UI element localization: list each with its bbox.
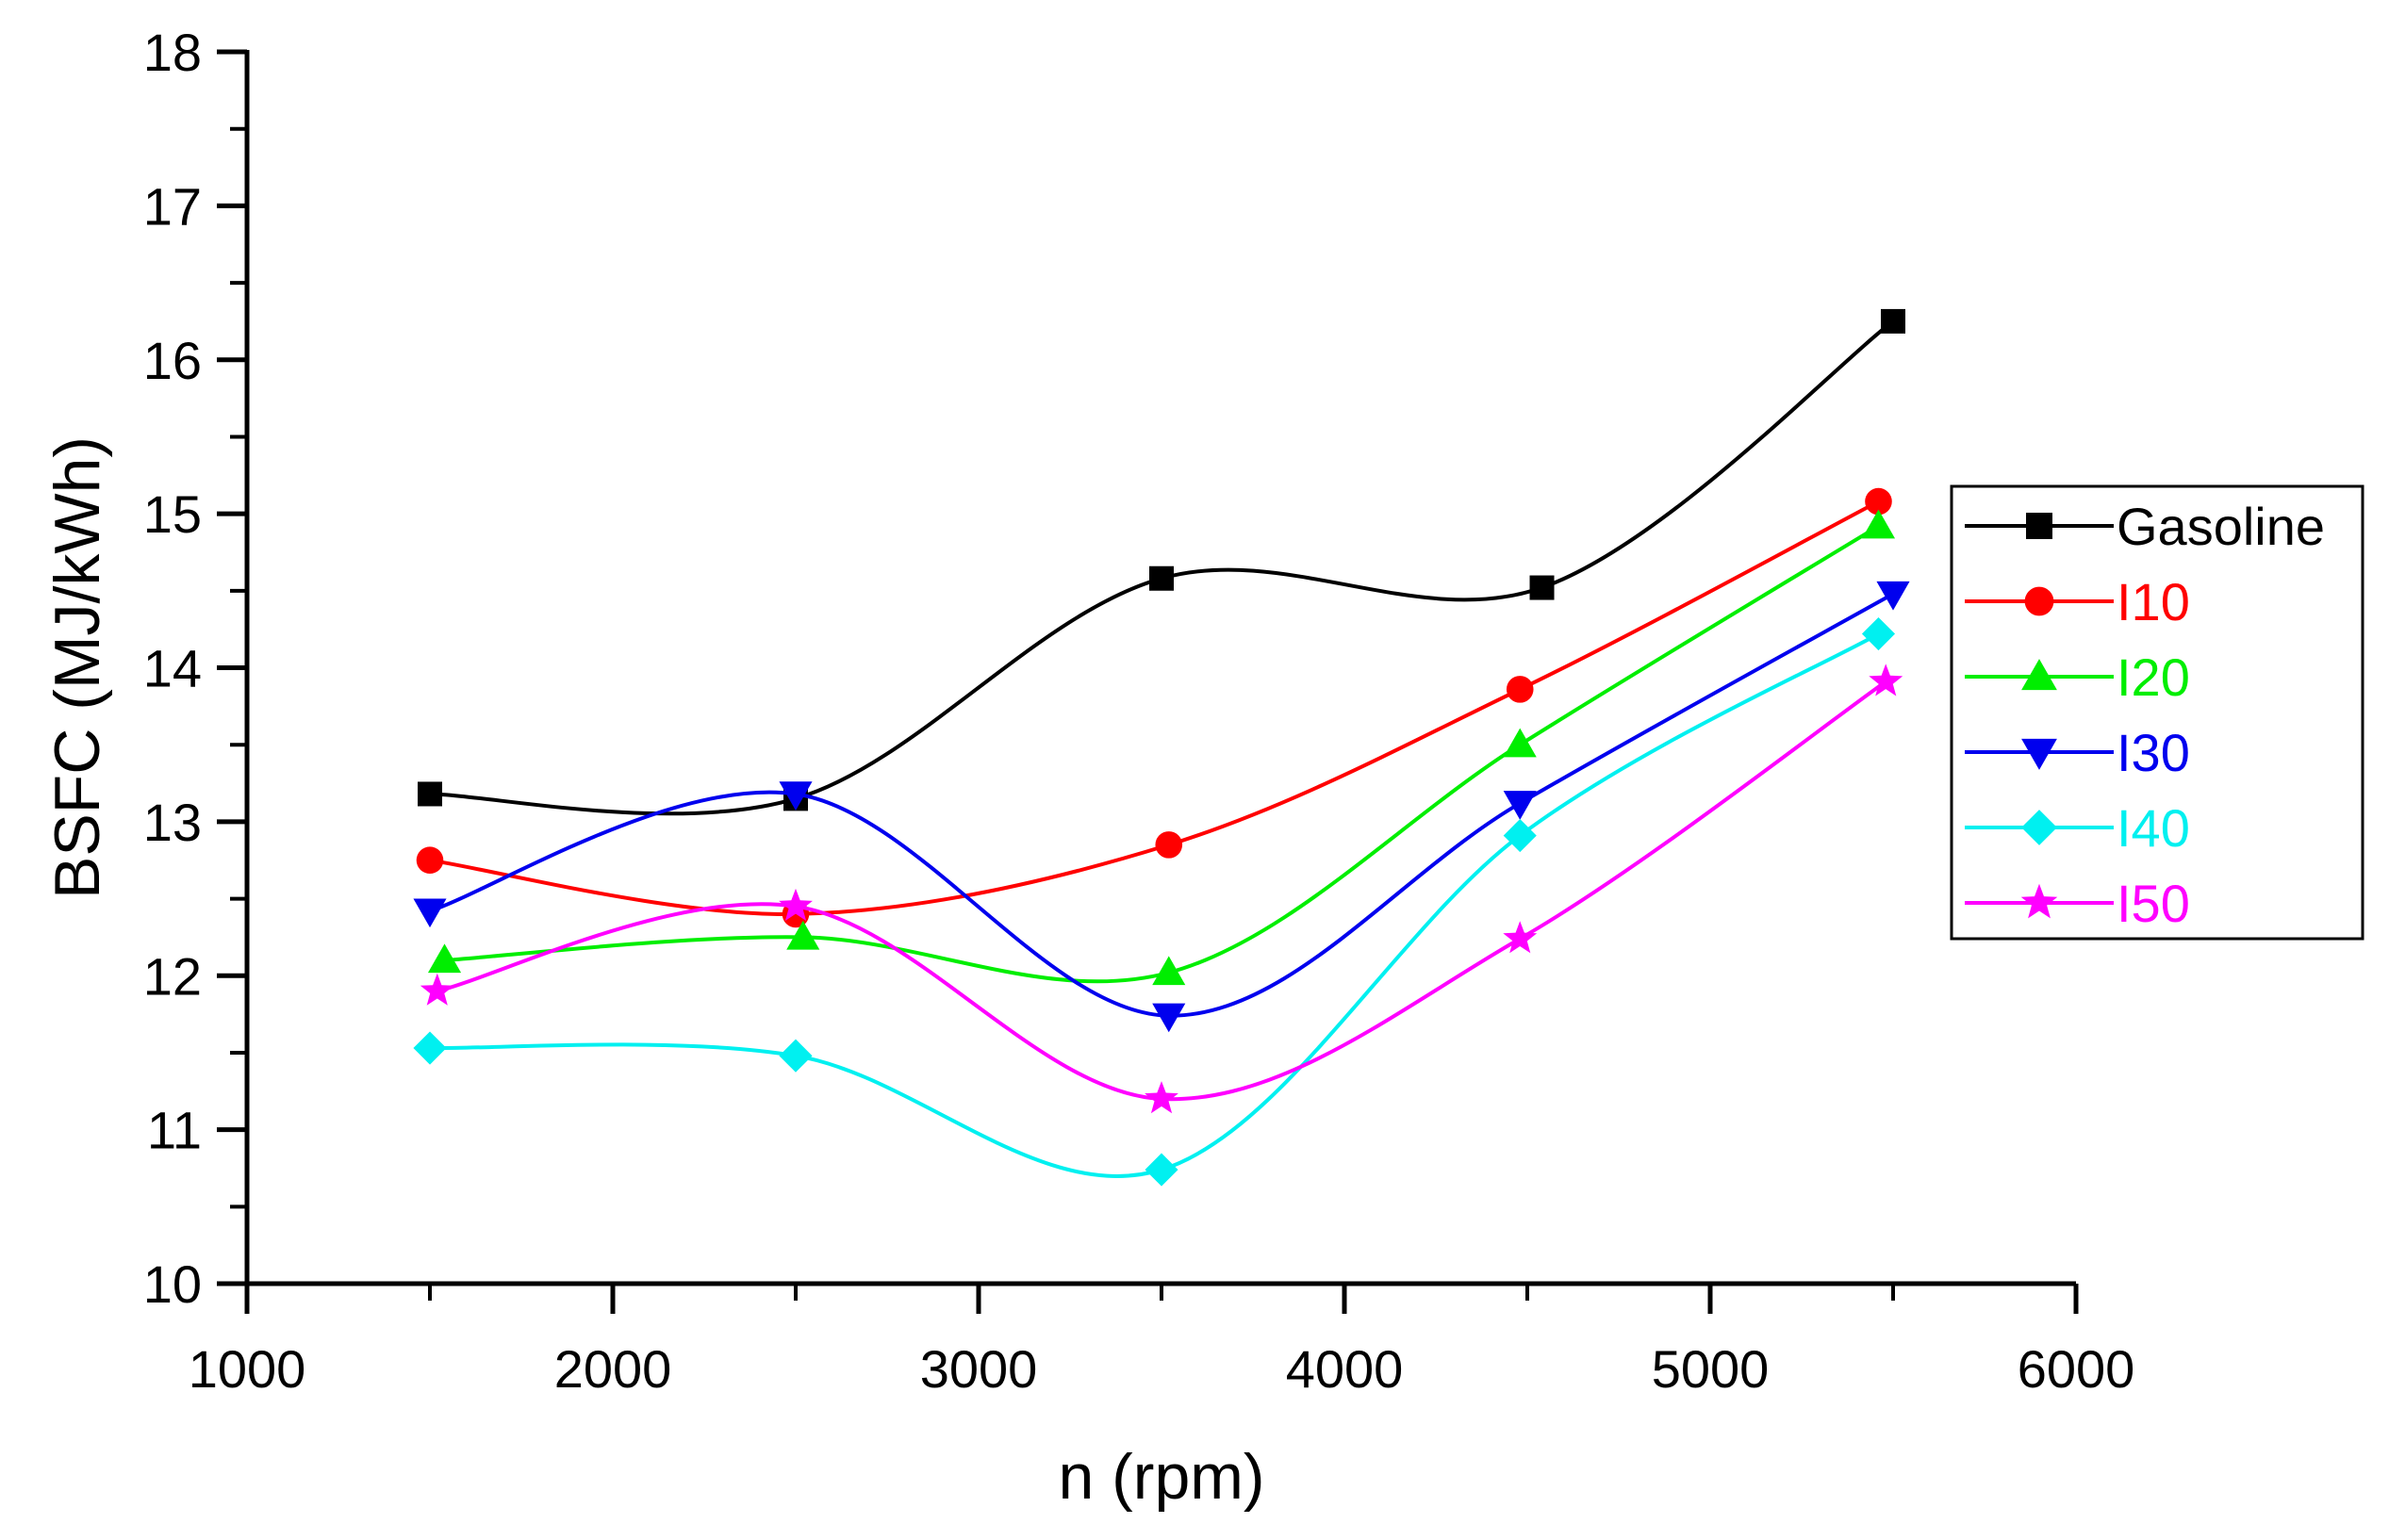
x-tick-label: 1000 <box>189 1339 306 1399</box>
y-tick-label: 10 <box>143 1254 202 1314</box>
data-point-gasoline <box>1149 565 1174 591</box>
legend-box <box>1950 484 2364 941</box>
data-point-i50 <box>1503 921 1538 954</box>
series-i40 <box>413 617 1896 1187</box>
legend-marker-i50 <box>2020 883 2058 919</box>
data-point-i30 <box>1503 791 1537 820</box>
data-point-i10 <box>1155 831 1183 859</box>
x-tick-label: 4000 <box>1286 1339 1404 1399</box>
data-point-i10 <box>1506 676 1534 703</box>
legend-marker-i20 <box>2021 659 2057 691</box>
legend-marker-i10 <box>2024 586 2054 616</box>
data-point-i40 <box>1861 617 1896 651</box>
series-layer <box>413 308 1910 1187</box>
data-point-i30 <box>779 781 813 811</box>
legend-marker-i40 <box>2021 810 2057 845</box>
series-i30 <box>413 581 1910 1033</box>
data-point-i20 <box>1503 728 1537 758</box>
data-point-i40 <box>779 1039 813 1073</box>
legend-label-i50: I50 <box>2117 874 2190 933</box>
data-point-i50 <box>420 973 454 1006</box>
x-axis-title: n (rpm) <box>1058 1441 1264 1513</box>
data-point-i40 <box>1145 1153 1178 1187</box>
y-tick-label: 16 <box>143 331 202 390</box>
data-point-i50 <box>779 888 813 921</box>
legend-item-i50: I50 <box>1965 874 2190 933</box>
legend-item-gasoline: Gasoline <box>1965 497 2325 556</box>
data-point-i20 <box>427 943 462 974</box>
data-point-gasoline <box>1881 308 1905 334</box>
data-point-i10 <box>1865 487 1892 516</box>
data-point-i20 <box>1861 509 1896 539</box>
y-tick-label: 15 <box>143 484 202 544</box>
data-point-i20 <box>1152 956 1186 986</box>
data-point-i30 <box>1876 581 1910 611</box>
series-i10 <box>416 487 1892 928</box>
data-point-i30 <box>1152 1003 1186 1033</box>
series-i20 <box>427 509 1896 986</box>
data-point-i50 <box>1869 664 1903 696</box>
x-tick-label: 2000 <box>554 1339 672 1399</box>
data-point-i40 <box>413 1031 447 1065</box>
x-tick-label: 5000 <box>1652 1339 1770 1399</box>
legend-item-i20: I20 <box>1965 647 2190 707</box>
legend-marker-i30 <box>2021 738 2057 770</box>
legend-label-i20: I20 <box>2117 647 2190 707</box>
series-i50 <box>420 664 1903 1114</box>
data-point-i50 <box>1145 1081 1178 1114</box>
legend-item-i30: I30 <box>1965 723 2190 782</box>
y-tick-label: 11 <box>147 1101 202 1160</box>
legend-label-gasoline: Gasoline <box>2117 497 2325 556</box>
y-axis-title: BSFC (MJ/kWh) <box>41 436 113 899</box>
series-line-i20 <box>444 524 1880 984</box>
legend-item-i40: I40 <box>1965 798 2190 858</box>
y-tick-label: 13 <box>143 793 202 852</box>
legend-label-i10: I10 <box>2117 572 2190 631</box>
axes: 10 11 12 13 14 15 16 17 18 1000 2000 3000 4000 5000 60… <box>143 23 2135 1399</box>
data-point-i10 <box>416 846 444 875</box>
legend-label-i30: I30 <box>2117 723 2190 782</box>
y-tick-label: 18 <box>143 23 202 82</box>
x-tick-label: 6000 <box>2018 1339 2135 1399</box>
data-point-gasoline <box>1529 575 1555 600</box>
legend-label-i40: I40 <box>2117 798 2190 858</box>
legend-marker-gasoline <box>2026 513 2052 539</box>
y-tick-label: 12 <box>143 946 202 1006</box>
legend: Gasoline I10 I20 I30 I40 I50 <box>1950 484 2364 941</box>
legend-item-i10: I10 <box>1965 572 2190 631</box>
data-point-i20 <box>786 920 820 950</box>
y-tick-label: 17 <box>143 176 202 236</box>
x-tick-label: 3000 <box>920 1339 1038 1399</box>
data-point-i40 <box>1503 819 1537 853</box>
data-point-gasoline <box>418 781 442 807</box>
data-point-i30 <box>413 898 447 928</box>
y-tick-label: 14 <box>143 639 202 698</box>
